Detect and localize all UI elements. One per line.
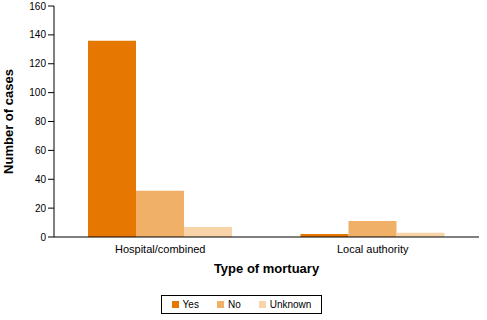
html-text:No: No [227, 299, 241, 310]
svg-text:Number of cases: Number of cases [8, 69, 16, 174]
svg-text:0: 0 [40, 232, 46, 243]
html-text:Unknown: Unknown [269, 299, 312, 310]
svg-text:20: 20 [35, 203, 47, 214]
svg-text:100: 100 [29, 87, 46, 98]
svg-text:60: 60 [35, 145, 47, 156]
svg-text:40: 40 [35, 174, 47, 185]
svg-text:Type of mortuary: Type of mortuary [214, 261, 320, 276]
svg-text:Hospital/combined: Hospital/combined [115, 243, 206, 255]
svg-text:120: 120 [29, 58, 46, 69]
svg-text:80: 80 [35, 116, 47, 127]
svg-text:Local authority: Local authority [337, 243, 409, 255]
svg-text:160: 160 [29, 1, 46, 12]
html-text:Yes: Yes [182, 299, 199, 310]
svg-text:140: 140 [29, 29, 46, 40]
